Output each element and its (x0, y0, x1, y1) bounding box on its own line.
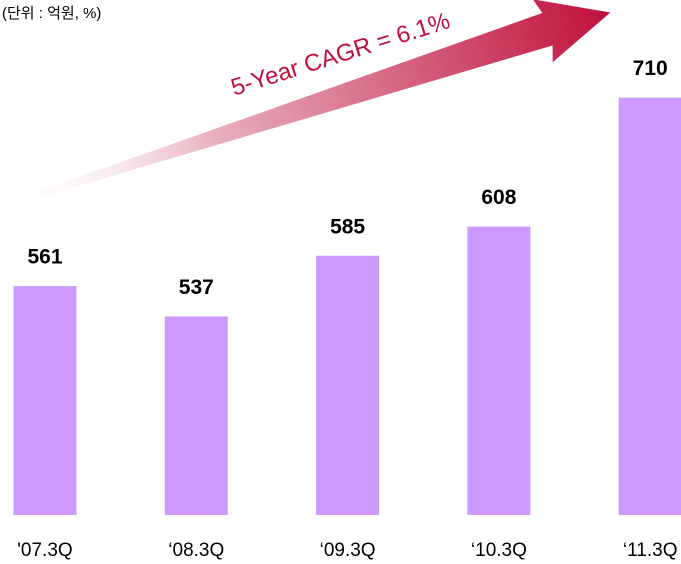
bar (164, 316, 228, 515)
value-label: 710 (633, 57, 668, 80)
cagr-arrow: 5-Year CAGR = 6.1% (0, 0, 611, 209)
value-label: 585 (330, 215, 365, 238)
value-label: 537 (179, 276, 214, 299)
bar (316, 255, 380, 515)
value-label: 608 (481, 186, 516, 209)
bar (13, 286, 77, 515)
x-tick-label: ‘10.3Q (471, 540, 527, 561)
bar (618, 97, 681, 515)
arrow-shape (0, 0, 611, 209)
x-tick-label: '07.3Q (17, 540, 72, 561)
bar (467, 226, 531, 515)
x-tick-label: ‘08.3Q (168, 540, 224, 561)
x-tick-label: ‘11.3Q (623, 540, 678, 561)
unit-label: (단위 : 억원, %) (2, 5, 101, 22)
value-label: 561 (27, 246, 62, 269)
x-tick-label: ‘09.3Q (320, 540, 376, 561)
